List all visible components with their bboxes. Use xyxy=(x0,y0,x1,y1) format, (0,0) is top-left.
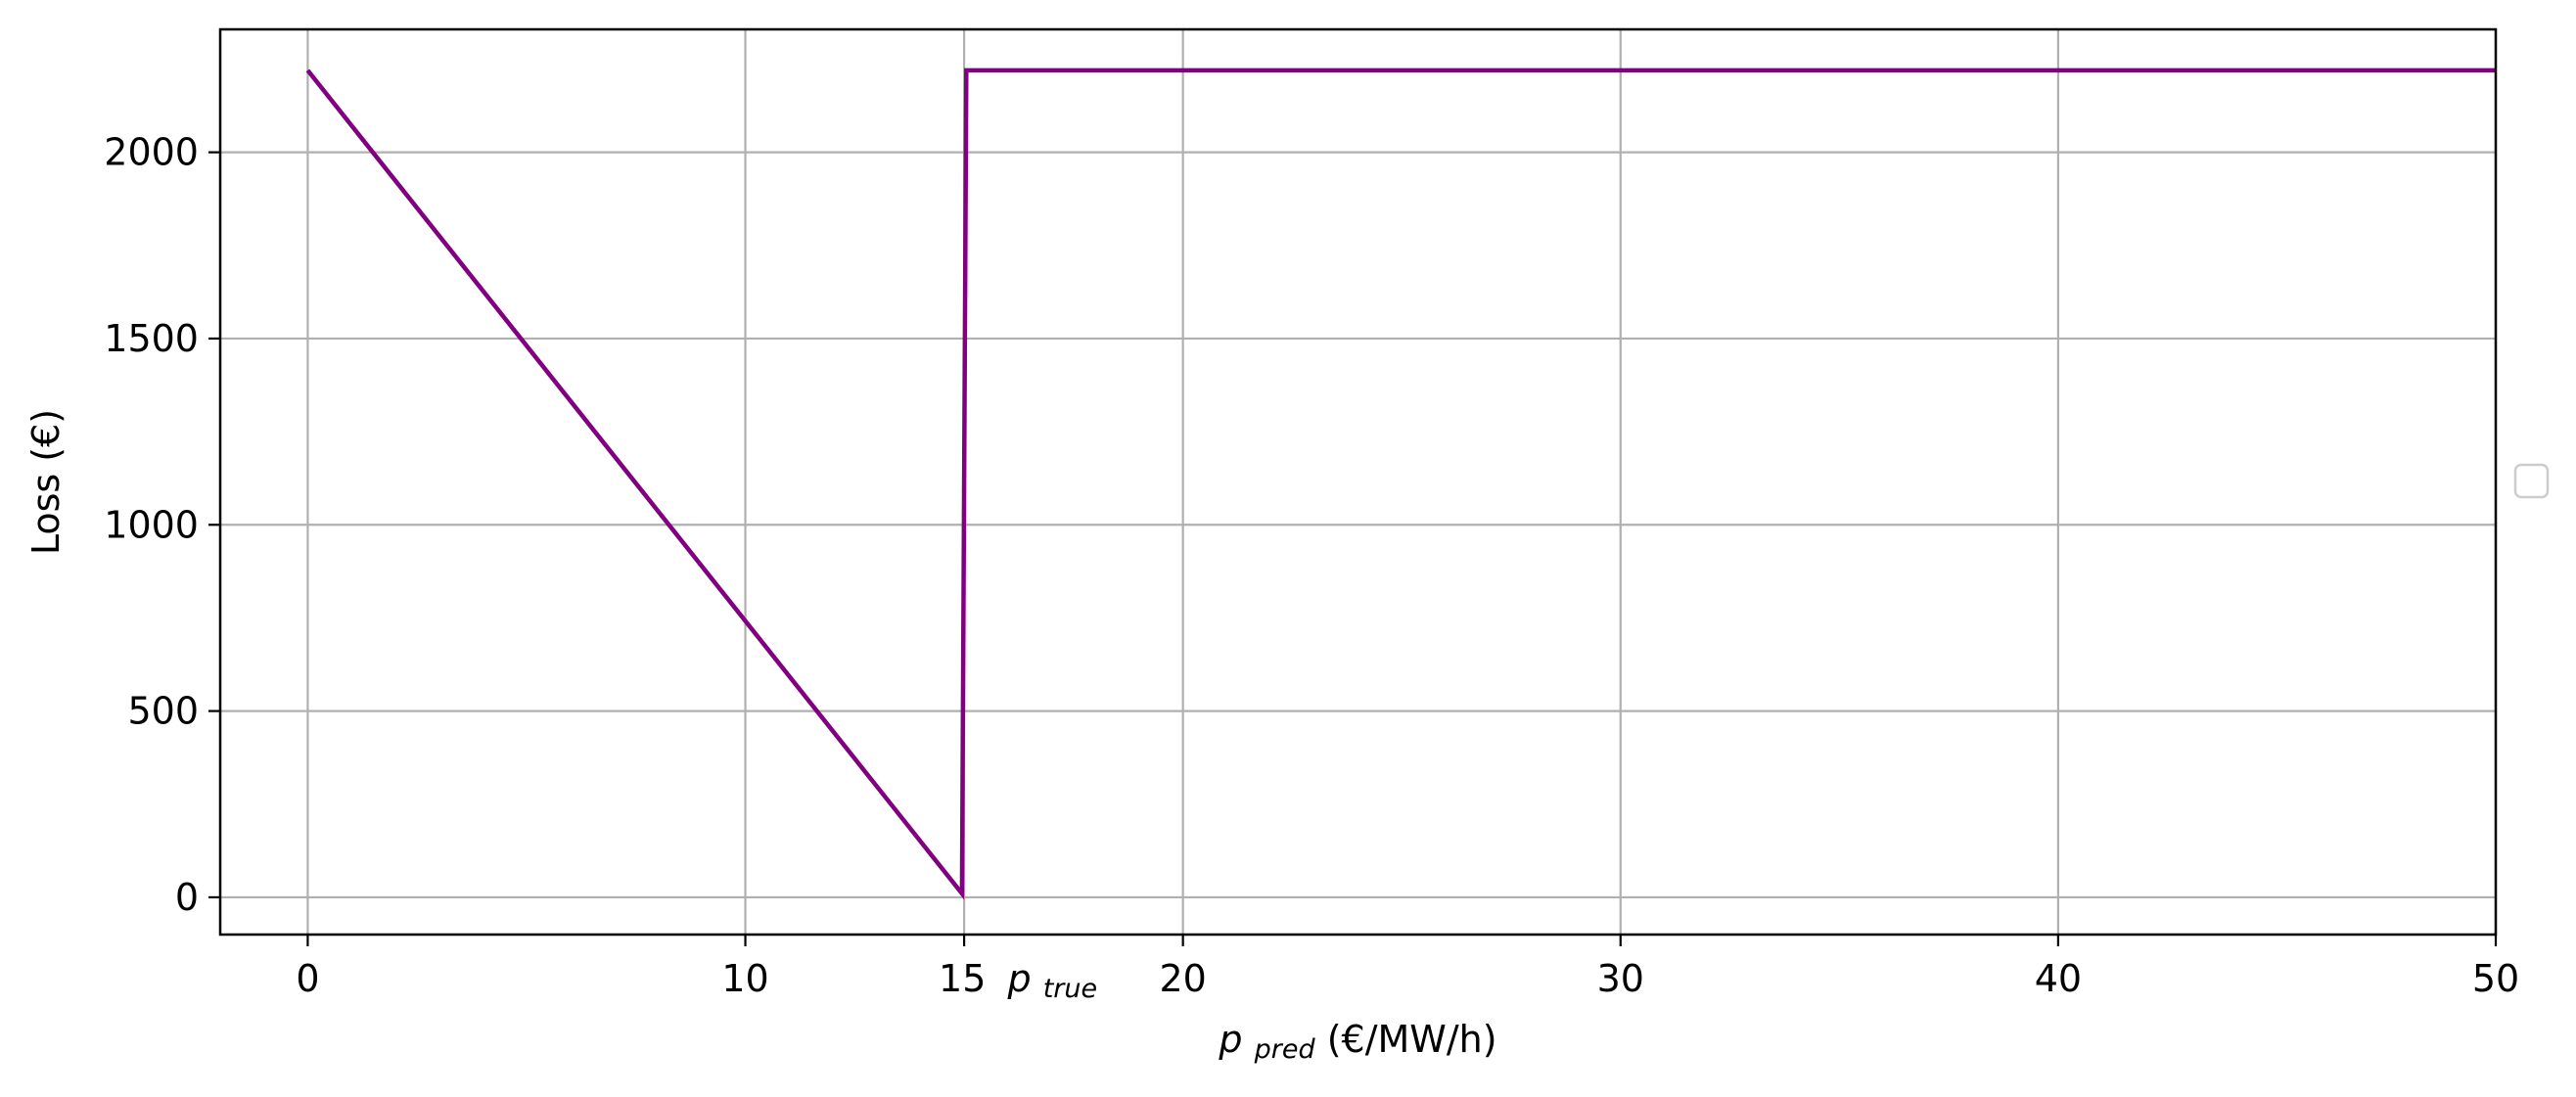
x-tick-label: 40 xyxy=(2035,957,2082,1000)
x-tick-label: 20 xyxy=(1159,957,1206,1000)
x-axis-ticks: 0 10 20 30 40 50 xyxy=(296,935,2519,1000)
grid-lines xyxy=(220,29,2498,935)
y-tick-label: 1500 xyxy=(104,317,199,360)
legend-box xyxy=(2513,463,2550,499)
x-axis-label-subscript: pred xyxy=(1254,1034,1316,1065)
y-tick-label: 2000 xyxy=(104,131,199,174)
p-true-annotation: 15 p true xyxy=(939,957,1097,1004)
y-tick-label: 0 xyxy=(175,876,199,919)
y-tick-label: 500 xyxy=(127,690,199,733)
y-axis-label: Loss (€) xyxy=(24,409,68,555)
y-tick-label: 1000 xyxy=(104,503,199,546)
x-axis-label: p pred (€/MW/h) xyxy=(1218,1018,1496,1067)
p-true-symbol: p xyxy=(1007,957,1032,1000)
p-true-subscript: true xyxy=(1043,974,1097,1004)
x-tick-label: 30 xyxy=(1597,957,1644,1000)
loss-series-line xyxy=(305,68,2496,900)
x-tick-label: 10 xyxy=(721,957,768,1000)
x-tick-label: 0 xyxy=(296,957,319,1000)
plot-frame xyxy=(218,27,2498,937)
x-axis-label-unit: (€/MW/h) xyxy=(1327,1018,1497,1061)
x-axis-label-symbol: p xyxy=(1218,1018,1242,1061)
series-group xyxy=(305,68,2496,900)
p-true-value: 15 xyxy=(939,957,986,1000)
x-tick-label: 50 xyxy=(2472,957,2519,1000)
y-axis-ticks: 0 500 1000 1500 2000 xyxy=(104,131,220,919)
